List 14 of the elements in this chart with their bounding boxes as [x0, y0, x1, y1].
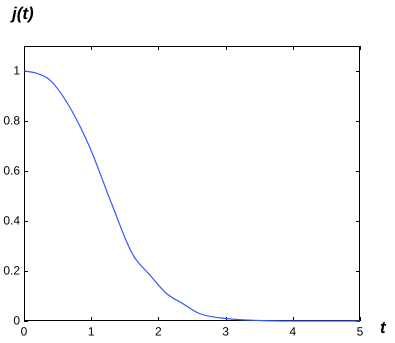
y-axis-title: j(t)	[12, 4, 34, 24]
x-tick-label: 3	[222, 324, 230, 339]
y-tick-label: 1	[13, 63, 20, 78]
x-tick-label: 2	[155, 324, 162, 339]
x-tick-label: 5	[356, 324, 364, 339]
y-tick-label: 0	[13, 313, 20, 328]
x-axis-title: t	[380, 318, 386, 338]
y-tick-label: 0.2	[3, 263, 20, 278]
y-tick-label: 0.8	[3, 113, 20, 128]
y-tick-label: 0.6	[3, 163, 20, 178]
x-tick-label: 1	[88, 324, 95, 339]
y-tick-label: 0.4	[3, 213, 20, 228]
x-tick-label: 4	[289, 324, 296, 339]
line-series	[23, 70, 361, 322]
